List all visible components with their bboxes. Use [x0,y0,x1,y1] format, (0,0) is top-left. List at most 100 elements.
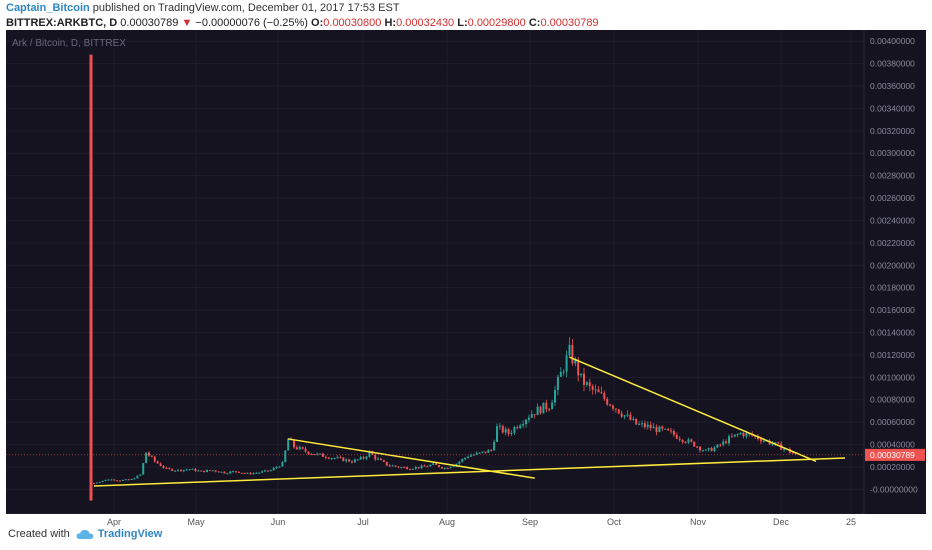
brand-label: TradingView [97,528,163,540]
price-tick-label: 0.00260000 [870,193,915,203]
candle-body [617,409,620,414]
candle-body [783,448,786,450]
candle-body [516,427,519,429]
candle-body [603,393,606,399]
candle-body [356,459,359,461]
author-link[interactable]: Captain_Bitcoin [6,2,90,14]
grid-lines [6,30,864,514]
candle-body [672,431,675,435]
candle-body [701,450,704,452]
price-tick-label: 0.00160000 [870,305,915,315]
candle-body [223,471,226,474]
candle-body [185,469,188,471]
publish-header: Captain_Bitcoin published on TradingView… [6,2,400,14]
candle-body [293,440,295,448]
low-value: 0.00029800 [467,17,526,29]
candle-body [609,404,612,406]
close-value: 0.00030789 [540,17,599,29]
candle-body [728,436,730,444]
close-label: C: [528,17,541,29]
candle-body [716,444,719,448]
candle-body [522,424,525,426]
down-arrow-icon: ▼ [181,17,193,29]
candle-body [736,434,739,436]
candle-body [394,465,397,467]
candle-body [316,453,319,455]
candle-body [226,473,229,475]
candle-body [707,447,710,450]
time-tick-label: Apr [107,517,121,527]
candle-body [759,439,762,442]
trendline[interactable] [569,356,817,463]
price-chart[interactable]: 0.00400000 0.00380000 0.00360000 0.00340000… [6,30,926,514]
candle-body [95,482,98,484]
candle-body [208,470,211,472]
time-tick-label: Oct [607,517,622,527]
candle-body [278,466,281,468]
candle-body [327,457,330,459]
candle-body [533,414,536,416]
candle-body [310,453,313,455]
candle-body [713,447,716,452]
candle-body [348,459,351,462]
candle-body [443,467,446,469]
symbol-label: BITTREX:ARKBTC, D [6,17,118,29]
candle-body [351,461,353,463]
candle-body [588,382,591,387]
candles [89,54,797,501]
candle-body [635,418,638,425]
candle-body [530,414,533,418]
candle-body [777,442,780,444]
price-tick-label: 0.00320000 [870,126,915,136]
candle-body [699,446,701,451]
candle-body [710,447,713,452]
candle-body [345,459,348,462]
candle-body [600,392,603,394]
open-value: 0.00030800 [323,17,382,29]
tradingview-logo[interactable]: TradingView [76,528,163,540]
candle-body [420,465,423,469]
price-tick-label: 0.00300000 [870,148,915,158]
candle-body [632,418,635,420]
candle-body [452,465,455,467]
candle-body [542,402,545,414]
candle-body [368,451,371,457]
candle-body [675,434,678,439]
candle-body [684,441,687,443]
candle-body [742,432,745,437]
candle-body [240,472,243,474]
trendline[interactable] [93,457,846,487]
candle-body [432,463,435,465]
candle-body [527,417,530,420]
candle-body [330,458,333,460]
candle-body [614,408,617,410]
price-tick-label: 0.00340000 [870,103,915,113]
candle-body [551,402,554,410]
candle-body [794,453,797,455]
candle-body [513,427,516,433]
candle-body [510,432,513,434]
candle-body [397,466,400,468]
plot-area[interactable] [6,30,864,514]
candle-body [264,470,266,472]
time-axis[interactable]: Apr May Jun Jul Aug Sep Oct Nov Dec 25 [6,514,926,530]
candle-body [591,386,594,390]
candle-body [339,457,342,459]
candle-body [353,459,356,463]
candle-body [385,461,388,466]
candle-body [165,467,168,469]
candle-body [197,470,200,472]
candle-body [519,425,522,429]
candle-body [142,463,145,475]
price-tick-label: 0.00040000 [870,440,915,450]
candle-body [507,429,510,434]
candle-body [554,390,556,403]
candle-body [693,441,696,447]
candle-body [449,466,452,469]
candle-body [301,447,304,449]
candle-body [266,470,269,472]
price-axis[interactable]: 0.00400000 0.00380000 0.00360000 0.00340000… [870,36,918,494]
candle-body [214,470,217,472]
trendline[interactable] [288,438,535,479]
footer: Created with TradingView [8,528,162,540]
